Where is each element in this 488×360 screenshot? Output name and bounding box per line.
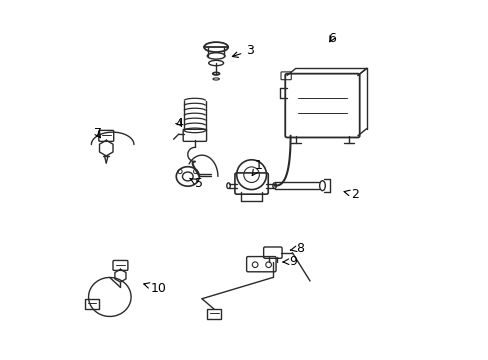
Text: 5: 5 (189, 177, 203, 190)
Text: 4: 4 (175, 117, 183, 130)
Text: 3: 3 (232, 44, 254, 57)
Text: 7: 7 (94, 127, 102, 140)
Text: 8: 8 (290, 242, 303, 255)
Text: 6: 6 (327, 32, 335, 45)
Text: 10: 10 (143, 282, 166, 294)
Text: 1: 1 (252, 159, 263, 176)
Text: 2: 2 (344, 188, 358, 201)
Text: 9: 9 (283, 255, 296, 268)
